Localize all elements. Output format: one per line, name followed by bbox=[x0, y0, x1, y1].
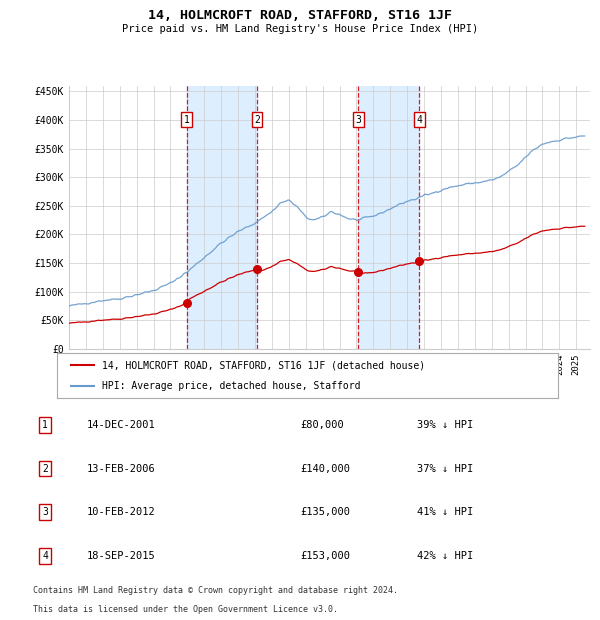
Text: 18-SEP-2015: 18-SEP-2015 bbox=[87, 551, 156, 561]
Text: 4: 4 bbox=[416, 115, 422, 125]
Text: £153,000: £153,000 bbox=[300, 551, 350, 561]
Text: 1: 1 bbox=[184, 115, 190, 125]
Bar bbox=[187, 86, 257, 349]
Text: 14-DEC-2001: 14-DEC-2001 bbox=[87, 420, 156, 430]
Text: 14, HOLMCROFT ROAD, STAFFORD, ST16 1JF: 14, HOLMCROFT ROAD, STAFFORD, ST16 1JF bbox=[148, 9, 452, 22]
Text: HPI: Average price, detached house, Stafford: HPI: Average price, detached house, Staf… bbox=[102, 381, 361, 391]
Text: This data is licensed under the Open Government Licence v3.0.: This data is licensed under the Open Gov… bbox=[33, 604, 338, 614]
Text: 2: 2 bbox=[42, 464, 48, 474]
Text: £80,000: £80,000 bbox=[300, 420, 344, 430]
Text: £140,000: £140,000 bbox=[300, 464, 350, 474]
Text: 10-FEB-2012: 10-FEB-2012 bbox=[87, 507, 156, 517]
Text: 42% ↓ HPI: 42% ↓ HPI bbox=[417, 551, 473, 561]
Text: 41% ↓ HPI: 41% ↓ HPI bbox=[417, 507, 473, 517]
Text: 39% ↓ HPI: 39% ↓ HPI bbox=[417, 420, 473, 430]
Text: Price paid vs. HM Land Registry's House Price Index (HPI): Price paid vs. HM Land Registry's House … bbox=[122, 24, 478, 33]
Bar bbox=[358, 86, 419, 349]
Text: 13-FEB-2006: 13-FEB-2006 bbox=[87, 464, 156, 474]
Text: £135,000: £135,000 bbox=[300, 507, 350, 517]
Text: Contains HM Land Registry data © Crown copyright and database right 2024.: Contains HM Land Registry data © Crown c… bbox=[33, 586, 398, 595]
Text: 3: 3 bbox=[356, 115, 361, 125]
Text: 1: 1 bbox=[42, 420, 48, 430]
Text: 37% ↓ HPI: 37% ↓ HPI bbox=[417, 464, 473, 474]
Text: 3: 3 bbox=[42, 507, 48, 517]
Text: 14, HOLMCROFT ROAD, STAFFORD, ST16 1JF (detached house): 14, HOLMCROFT ROAD, STAFFORD, ST16 1JF (… bbox=[102, 360, 425, 371]
Text: 2: 2 bbox=[254, 115, 260, 125]
Text: 4: 4 bbox=[42, 551, 48, 561]
